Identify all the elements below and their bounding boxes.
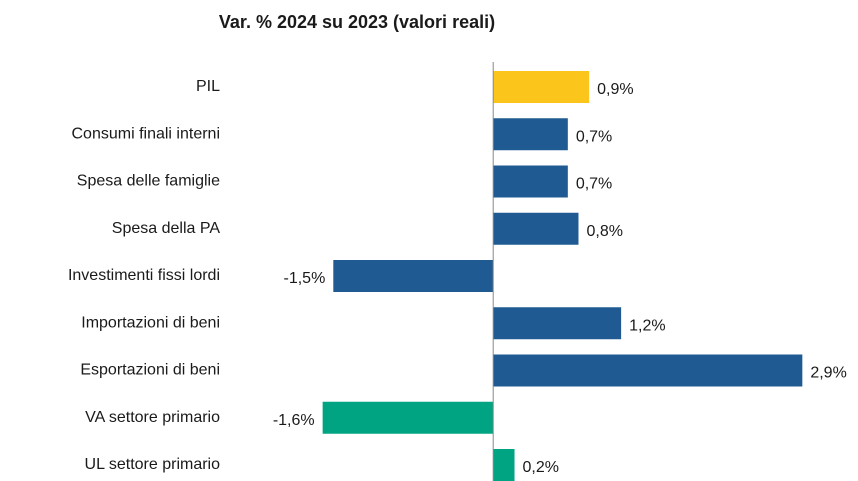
value-label: 0,7% xyxy=(576,176,612,193)
category-label: Spesa della PA xyxy=(112,220,221,237)
category-label: Consumi finali interni xyxy=(71,125,220,142)
value-label: -1,5% xyxy=(284,270,326,287)
value-label: 0,8% xyxy=(586,223,622,240)
value-label: -1,6% xyxy=(273,412,315,429)
value-label: 0,9% xyxy=(597,81,633,98)
value-label: 0,7% xyxy=(576,128,612,145)
category-label: UL settore primario xyxy=(85,456,221,473)
bar xyxy=(493,71,590,103)
bar xyxy=(493,165,568,198)
category-label: Esportazioni di beni xyxy=(80,362,220,379)
bar xyxy=(333,260,494,292)
bar xyxy=(493,118,568,151)
bar xyxy=(493,354,803,387)
category-label: VA settore primario xyxy=(85,409,220,426)
category-label: Importazioni di beni xyxy=(81,314,220,331)
bar xyxy=(322,401,494,434)
value-label: 2,9% xyxy=(810,365,846,382)
chart-title: Var. % 2024 su 2023 (valori reali) xyxy=(219,12,495,32)
bar xyxy=(493,449,515,481)
bar xyxy=(493,212,579,245)
value-label: 0,2% xyxy=(523,459,559,476)
bar xyxy=(493,307,622,340)
category-label: Investimenti fissi lordi xyxy=(68,267,220,284)
category-label: PIL xyxy=(196,78,220,95)
category-label: Spesa delle famiglie xyxy=(77,173,220,190)
value-label: 1,2% xyxy=(629,317,665,334)
